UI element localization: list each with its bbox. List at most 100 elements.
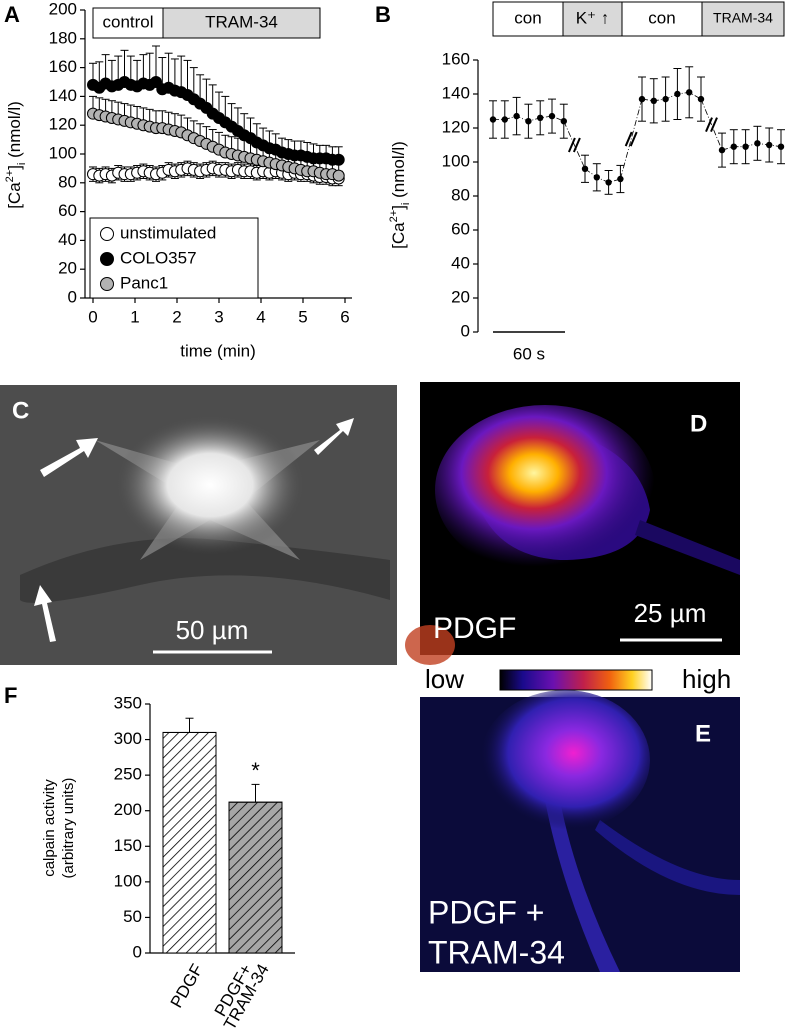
cell-shadow	[20, 538, 390, 603]
y-tick-label: 150	[114, 836, 142, 855]
y-tick-label: 140	[442, 83, 470, 102]
panel-letter: B	[375, 2, 391, 27]
label-part: (nmol/l)	[389, 141, 408, 202]
y-tick-label: 300	[114, 729, 142, 748]
data-point	[501, 116, 508, 123]
image-d: D PDGF 25 µm	[405, 382, 740, 665]
legend-marker	[100, 252, 114, 266]
y-tick-label: 250	[114, 765, 142, 784]
x-tick-label: 1	[130, 307, 139, 326]
y-tick-label: 0	[68, 287, 77, 306]
image-c: 50 µm C	[0, 385, 397, 665]
data-point	[537, 114, 544, 122]
data-point	[332, 169, 345, 182]
image-label: TRAM-34	[428, 934, 565, 970]
label-part: [Ca	[389, 222, 408, 249]
segment-line	[721, 142, 782, 151]
y-tick-label: 100	[49, 143, 77, 162]
y-tick-label: 120	[49, 115, 77, 134]
break-mark	[572, 137, 581, 153]
y-tick-label: 200	[114, 800, 142, 819]
data-point	[777, 143, 785, 150]
data-point	[605, 179, 612, 186]
label-part: ]	[389, 205, 408, 210]
y-axis-label: (arbitrary units)	[60, 778, 77, 879]
x-tick-label: 0	[88, 307, 97, 326]
colorbar: low high	[425, 664, 731, 694]
data-point	[548, 112, 556, 120]
colorbar-low: low	[425, 664, 464, 694]
image-label: PDGF +	[428, 894, 544, 930]
arrows	[34, 418, 354, 642]
phase-label: TRAM-34	[205, 12, 278, 31]
label-part: i	[16, 163, 28, 165]
colorbar-high: high	[682, 664, 731, 694]
image-e: E PDGF + TRAM-34	[420, 690, 740, 972]
y-tick-label: 60	[58, 201, 77, 220]
legend-label: COLO357	[120, 248, 197, 267]
data-point	[593, 174, 600, 181]
data-point	[766, 141, 773, 149]
data-point	[686, 89, 693, 96]
x-tick-label: 4	[256, 307, 265, 326]
y-tick-label: 180	[49, 28, 77, 47]
y-axis-label: [Ca2+]i (nmol/l)	[4, 101, 28, 209]
y-tick-label: 120	[442, 117, 470, 136]
data-point	[560, 118, 567, 125]
data-point	[742, 143, 749, 150]
bar	[162, 731, 217, 954]
corner-signal	[405, 625, 455, 665]
annotation: *	[251, 758, 260, 783]
data-point	[617, 175, 624, 183]
y-tick-label: 100	[114, 871, 142, 890]
data-point	[638, 95, 646, 103]
y-tick-label: 160	[442, 49, 470, 68]
label-part: i	[400, 203, 412, 205]
condition-box	[701, 1, 785, 37]
data-point	[525, 118, 532, 125]
segment-line	[584, 168, 621, 183]
data-point	[662, 95, 669, 103]
y-tick-label: 140	[49, 86, 77, 105]
y-tick-label: 40	[58, 230, 77, 249]
phase-box	[92, 7, 164, 39]
break-mark	[710, 117, 718, 132]
data-point	[650, 97, 657, 105]
x-axis-label: time (min)	[180, 341, 256, 360]
data-point	[332, 153, 345, 166]
legend-marker	[100, 277, 114, 291]
segment-line	[641, 91, 702, 102]
cell-process	[635, 520, 740, 575]
label-part: 2+	[4, 170, 16, 183]
condition-box	[562, 1, 623, 37]
legend-box	[89, 217, 259, 299]
x-tick-label: 5	[298, 307, 307, 326]
label-part: (nmol/l)	[5, 101, 24, 162]
scale-bar-label: 50 µm	[176, 615, 249, 645]
phase-box	[162, 7, 321, 39]
legend-label: unstimulated	[120, 223, 216, 242]
condition-label: con	[514, 8, 541, 27]
panel-letter: C	[12, 397, 29, 424]
legend-marker	[100, 227, 114, 241]
image-label: PDGF	[433, 612, 516, 645]
condition-box	[492, 1, 564, 37]
cell-process	[595, 820, 740, 895]
y-axis-label: calpain activity	[41, 779, 58, 877]
cell-glow	[480, 690, 650, 830]
data-point	[513, 112, 520, 120]
panel-letter: A	[4, 2, 20, 27]
y-tick-label: 20	[58, 259, 77, 278]
break-mark	[624, 131, 633, 147]
break-connector	[563, 121, 586, 169]
condition-label: con	[648, 8, 675, 27]
panel-letter: F	[4, 683, 17, 708]
cell-glow	[435, 405, 655, 575]
break-connector	[700, 98, 723, 151]
scale-bar-label: 25 µm	[634, 598, 707, 628]
data-point	[697, 95, 705, 103]
break-mark	[705, 117, 713, 132]
break-mark	[567, 137, 576, 153]
data-point	[674, 90, 681, 98]
